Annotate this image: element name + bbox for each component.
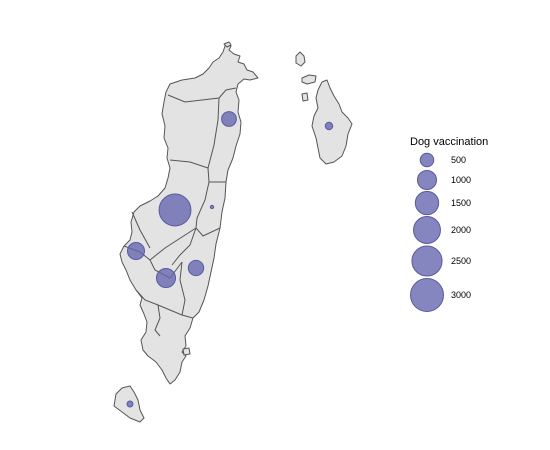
legend-label-3000: 3000 <box>451 290 471 300</box>
legend-symbol-3000 <box>410 278 444 312</box>
east-islet-1 <box>295 51 306 67</box>
legend-label-1500: 1500 <box>451 198 471 208</box>
east-island-large <box>311 79 353 165</box>
bubble-central-east <box>209 204 215 210</box>
east-islet-3 <box>301 92 309 102</box>
legend-title: Dog vaccination <box>410 136 488 148</box>
bubble-layer <box>126 111 334 408</box>
east-islet-2 <box>301 74 317 85</box>
legend-symbol-1000 <box>416 169 438 191</box>
legend-label-500: 500 <box>451 155 466 165</box>
bubble-south-central <box>187 259 205 277</box>
legend: Dog vaccination 500 1000 1500 2000 2500 3000 <box>410 136 488 312</box>
bubble-central-west <box>158 193 192 227</box>
legend-symbol-2500 <box>411 245 443 277</box>
legend-symbol-500 <box>419 152 435 168</box>
legend-items: 500 1000 1500 2000 2500 3000 <box>410 152 471 312</box>
south-islet-1 <box>182 347 191 356</box>
north-islet <box>223 41 232 48</box>
land-layer <box>113 41 353 423</box>
legend-symbol-2000 <box>413 216 441 244</box>
bubble-northeast <box>221 111 237 127</box>
bubble-west <box>126 241 146 261</box>
bubble-northeast-island <box>324 121 334 131</box>
bubble-southwest <box>155 267 177 289</box>
legend-label-1000: 1000 <box>451 175 471 185</box>
legend-label-2000: 2000 <box>451 225 471 235</box>
legend-symbol-1500 <box>414 190 440 216</box>
bubble-southern-island <box>126 400 134 408</box>
legend-label-2500: 2500 <box>451 256 471 266</box>
